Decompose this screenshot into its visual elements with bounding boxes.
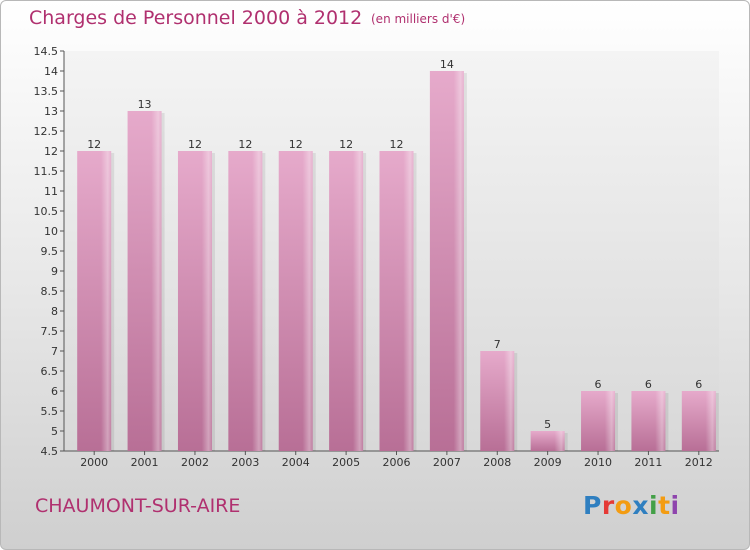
chart-unit-subtitle: (en milliers d'€) [371, 12, 466, 26]
data-label: 6 [695, 378, 702, 391]
y-tick-label: 6.5 [41, 365, 59, 378]
y-tick-label: 10.5 [34, 205, 59, 218]
x-tick-label: 2001 [131, 456, 159, 469]
y-tick-label: 12 [44, 145, 58, 158]
bar-highlight [581, 391, 616, 451]
bar-highlight [127, 111, 162, 451]
bar-highlight [77, 151, 112, 451]
y-tick-label: 9 [51, 265, 58, 278]
bar-highlight [379, 151, 414, 451]
logo-letter: P [583, 491, 602, 520]
y-tick-label: 6 [51, 385, 58, 398]
data-label: 13 [138, 98, 152, 111]
y-tick-label: 7 [51, 345, 58, 358]
bar-highlight [278, 151, 313, 451]
x-tick-label: 2007 [433, 456, 461, 469]
data-label: 5 [544, 418, 551, 431]
logo-letter: x [632, 491, 649, 520]
logo-letter: i [670, 491, 680, 520]
x-tick-label: 2009 [534, 456, 562, 469]
y-tick-label: 5 [51, 425, 58, 438]
data-label: 12 [339, 138, 353, 151]
y-tick-label: 13 [44, 105, 58, 118]
y-tick-label: 8.5 [41, 285, 59, 298]
bar-highlight [177, 151, 212, 451]
y-tick-label: 11.5 [34, 165, 59, 178]
y-tick-label: 14.5 [34, 45, 59, 58]
y-tick-label: 9.5 [41, 245, 59, 258]
x-tick-label: 2000 [80, 456, 108, 469]
logo-letter: o [614, 491, 633, 520]
x-tick-label: 2005 [332, 456, 360, 469]
data-label: 12 [87, 138, 101, 151]
bar-highlight [530, 431, 565, 451]
x-tick-label: 2004 [282, 456, 310, 469]
y-tick-label: 12.5 [34, 125, 59, 138]
x-tick-label: 2011 [634, 456, 662, 469]
data-label: 14 [440, 58, 454, 71]
bar-highlight [681, 391, 716, 451]
x-tick-label: 2008 [483, 456, 511, 469]
bar-highlight [228, 151, 263, 451]
chart-title: Charges de Personnel 2000 à 2012 [29, 7, 363, 29]
bar-highlight [429, 71, 464, 451]
y-tick-label: 13.5 [34, 85, 59, 98]
y-tick-label: 7.5 [41, 325, 59, 338]
data-label: 7 [494, 338, 501, 351]
data-label: 12 [390, 138, 404, 151]
commune-name: CHAUMONT-SUR-AIRE [35, 495, 241, 517]
bar-highlight [480, 351, 515, 451]
data-label: 12 [238, 138, 252, 151]
y-tick-label: 14 [44, 65, 58, 78]
x-tick-label: 2012 [685, 456, 713, 469]
y-tick-label: 8 [51, 305, 58, 318]
y-tick-label: 4.5 [41, 445, 59, 458]
y-tick-label: 11 [44, 185, 58, 198]
x-tick-label: 2006 [383, 456, 411, 469]
y-tick-label: 10 [44, 225, 58, 238]
logo-letter: i [649, 491, 659, 520]
data-label: 12 [289, 138, 303, 151]
proxiti-logo: Proxiti [583, 491, 680, 520]
x-tick-label: 2010 [584, 456, 612, 469]
y-tick-label: 5.5 [41, 405, 59, 418]
x-tick-label: 2002 [181, 456, 209, 469]
bar-highlight [631, 391, 666, 451]
logo-letter: t [658, 491, 671, 520]
bar-highlight [329, 151, 364, 451]
x-tick-label: 2003 [231, 456, 259, 469]
data-label: 6 [645, 378, 652, 391]
data-label: 12 [188, 138, 202, 151]
data-label: 6 [595, 378, 602, 391]
logo-letter: r [601, 491, 615, 520]
